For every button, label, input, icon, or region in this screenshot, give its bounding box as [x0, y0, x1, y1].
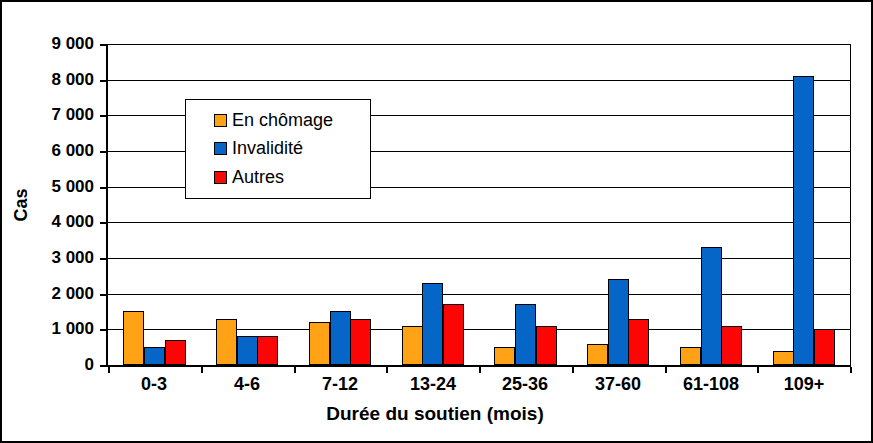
bar-en-chômage-61-108 [680, 347, 701, 365]
bar-en-chômage-109+ [773, 351, 794, 365]
legend: En chômage Invalidité Autres [185, 99, 371, 199]
x-axis-tick [294, 367, 296, 373]
bar-invalidité-13-24 [422, 283, 443, 365]
legend-item: En chômage [214, 110, 370, 131]
gridline [108, 44, 850, 45]
x-axis-tick-label: 0-3 [108, 374, 200, 395]
y-axis-line [106, 44, 108, 367]
y-axis-tick-label: 5 000 [22, 177, 94, 197]
bar-invalidité-37-60 [608, 279, 629, 365]
bar-invalidité-0-3 [144, 347, 165, 365]
bar-invalidité-25-36 [515, 304, 536, 365]
bar-en-chômage-37-60 [587, 344, 608, 365]
y-axis-tick-label: 6 000 [22, 141, 94, 161]
x-axis-tick [665, 367, 667, 373]
bar-invalidité-109+ [793, 76, 814, 365]
x-axis-tick-label: 109+ [758, 374, 850, 395]
x-axis-tick [479, 367, 481, 373]
bar-en-chômage-7-12 [309, 322, 330, 365]
x-axis-tick-label: 4-6 [201, 374, 293, 395]
gridline [108, 258, 850, 259]
gridline [108, 222, 850, 223]
chart-frame: Cas 01 0002 0003 0004 0005 0006 0007 000… [0, 0, 873, 443]
bar-invalidité-7-12 [330, 311, 351, 365]
legend-swatch-icon [214, 142, 227, 155]
x-axis-tick-label: 37-60 [572, 374, 664, 395]
gridline [108, 80, 850, 81]
bar-en-chômage-25-36 [494, 347, 515, 365]
y-axis-tick-label: 3 000 [22, 248, 94, 268]
legend-swatch-icon [214, 114, 227, 127]
bar-en-chômage-0-3 [123, 311, 144, 365]
bar-autres-61-108 [721, 326, 742, 365]
y-axis-tick-label: 8 000 [22, 70, 94, 90]
bar-autres-25-36 [536, 326, 557, 365]
x-axis-tick-label: 61-108 [665, 374, 757, 395]
x-axis-tick-label: 13-24 [387, 374, 479, 395]
legend-label: Autres [232, 167, 284, 188]
x-axis-tick-label: 7-12 [294, 374, 386, 395]
bar-invalidité-4-6 [237, 336, 258, 365]
x-axis-tick [572, 367, 574, 373]
gridline [108, 294, 850, 295]
x-axis-tick [850, 367, 852, 373]
legend-swatch-icon [214, 171, 227, 184]
y-axis-tick-label: 0 [22, 355, 94, 375]
bar-autres-13-24 [443, 304, 464, 365]
y-axis-tick-label: 4 000 [22, 212, 94, 232]
legend-label: Invalidité [232, 138, 303, 159]
plot-area: 0 1 000 2 000 3 000 4 000 5 000 6 000 7 000 8 00… [2, 2, 873, 443]
x-axis-tick [108, 367, 110, 373]
x-axis-tick [386, 367, 388, 373]
y-axis-tick-label: 2 000 [22, 284, 94, 304]
bar-en-chômage-13-24 [402, 326, 423, 365]
legend-label: En chômage [232, 110, 333, 131]
bar-autres-109+ [814, 329, 835, 365]
legend-item: Autres [214, 167, 370, 188]
y-axis-tick-label: 1 000 [22, 319, 94, 339]
bar-invalidité-61-108 [701, 247, 722, 365]
bar-autres-37-60 [628, 319, 649, 365]
x-axis-tick [757, 367, 759, 373]
x-axis-tick [201, 367, 203, 373]
y-axis-tick-label: 7 000 [22, 105, 94, 125]
bar-autres-0-3 [165, 340, 186, 365]
x-axis-tick-label: 25-36 [479, 374, 571, 395]
bar-autres-7-12 [350, 319, 371, 365]
y-axis-tick-label: 9 000 [22, 34, 94, 54]
bar-autres-4-6 [257, 336, 278, 365]
plot-right-border [850, 44, 851, 365]
x-axis-title: Durée du soutien (mois) [2, 403, 868, 425]
legend-item: Invalidité [214, 138, 370, 159]
bar-en-chômage-4-6 [216, 319, 237, 365]
